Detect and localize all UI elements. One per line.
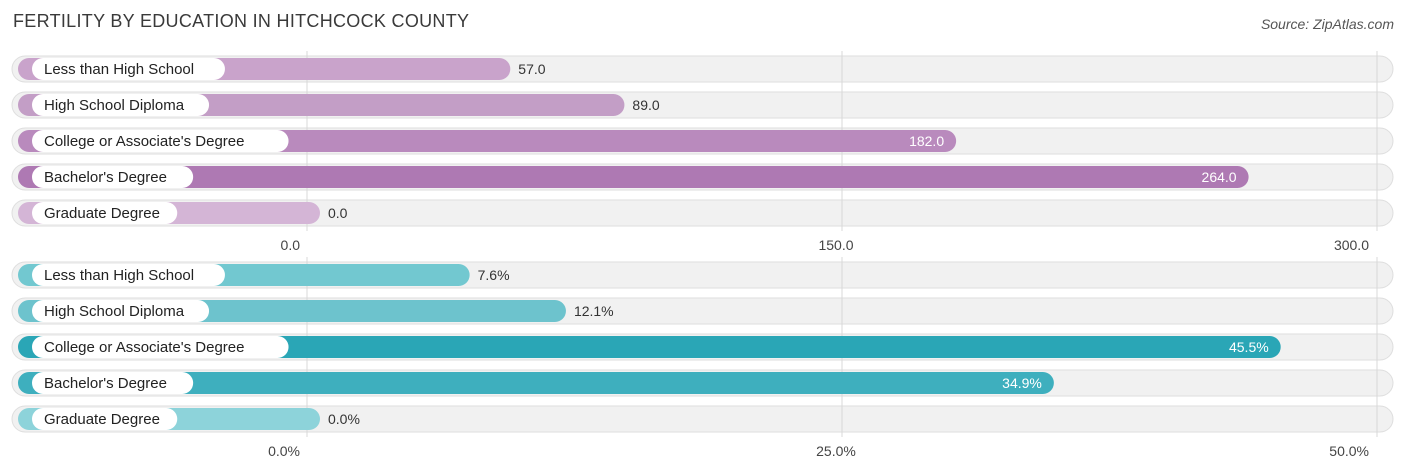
label-pill-college-or-associate-s-degree bbox=[32, 130, 289, 152]
label-pill-graduate-degree bbox=[32, 202, 178, 224]
source-label: Source: ZipAtlas.com bbox=[1260, 16, 1394, 32]
value-label: 0.0% bbox=[328, 411, 360, 427]
row-track-graduate-degree bbox=[11, 405, 1394, 433]
value-label: 264.0 bbox=[1202, 169, 1237, 185]
tick-label: 0.0 bbox=[281, 237, 301, 253]
bar-college-or-associate-s-degree bbox=[18, 336, 1281, 358]
value-label: 182.0 bbox=[909, 133, 944, 149]
label-pill-graduate-degree bbox=[32, 408, 178, 430]
tick-label: 25.0% bbox=[816, 443, 856, 459]
value-label: 45.5% bbox=[1229, 339, 1269, 355]
category-label: College or Associate's Degree bbox=[44, 339, 244, 356]
value-label: 12.1% bbox=[574, 303, 614, 319]
label-pill-bachelor-s-degree bbox=[32, 372, 194, 394]
category-label: High School Diploma bbox=[44, 303, 185, 320]
value-label: 34.9% bbox=[1002, 375, 1042, 391]
tick-label: 300.0 bbox=[1334, 237, 1369, 253]
category-label: Less than High School bbox=[44, 267, 194, 284]
category-label: Bachelor's Degree bbox=[44, 169, 167, 186]
tick-label: 150.0 bbox=[818, 237, 853, 253]
category-label: Bachelor's Degree bbox=[44, 375, 167, 392]
category-label: College or Associate's Degree bbox=[44, 133, 244, 150]
value-label: 0.0 bbox=[328, 205, 348, 221]
row-track-graduate-degree bbox=[11, 199, 1394, 227]
chart-1-group: Less than High School 57.0 High School Dip… bbox=[11, 51, 1394, 253]
label-pill-high-school-diploma bbox=[32, 300, 210, 322]
value-label: 7.6% bbox=[478, 267, 510, 283]
tick-label: 50.0% bbox=[1329, 443, 1369, 459]
bar-bachelor-s-degree bbox=[18, 166, 1249, 188]
chart-2-group: Less than High School 7.6% High School Dip… bbox=[11, 257, 1394, 459]
label-pill-bachelor-s-degree bbox=[32, 166, 194, 188]
label-pill-college-or-associate-s-degree bbox=[32, 336, 289, 358]
bar-bachelor-s-degree bbox=[18, 372, 1054, 394]
chart-title: FERTILITY BY EDUCATION IN HITCHCOCK COUN… bbox=[13, 11, 470, 31]
category-label: High School Diploma bbox=[44, 97, 185, 114]
category-label: Graduate Degree bbox=[44, 411, 160, 428]
category-label: Graduate Degree bbox=[44, 205, 160, 222]
value-label: 89.0 bbox=[632, 97, 659, 113]
category-label: Less than High School bbox=[44, 61, 194, 78]
label-pill-high-school-diploma bbox=[32, 94, 210, 116]
label-pill-less-than-high-school bbox=[32, 58, 225, 80]
value-label: 57.0 bbox=[518, 61, 545, 77]
label-pill-less-than-high-school bbox=[32, 264, 225, 286]
tick-label: 0.0% bbox=[268, 443, 300, 459]
